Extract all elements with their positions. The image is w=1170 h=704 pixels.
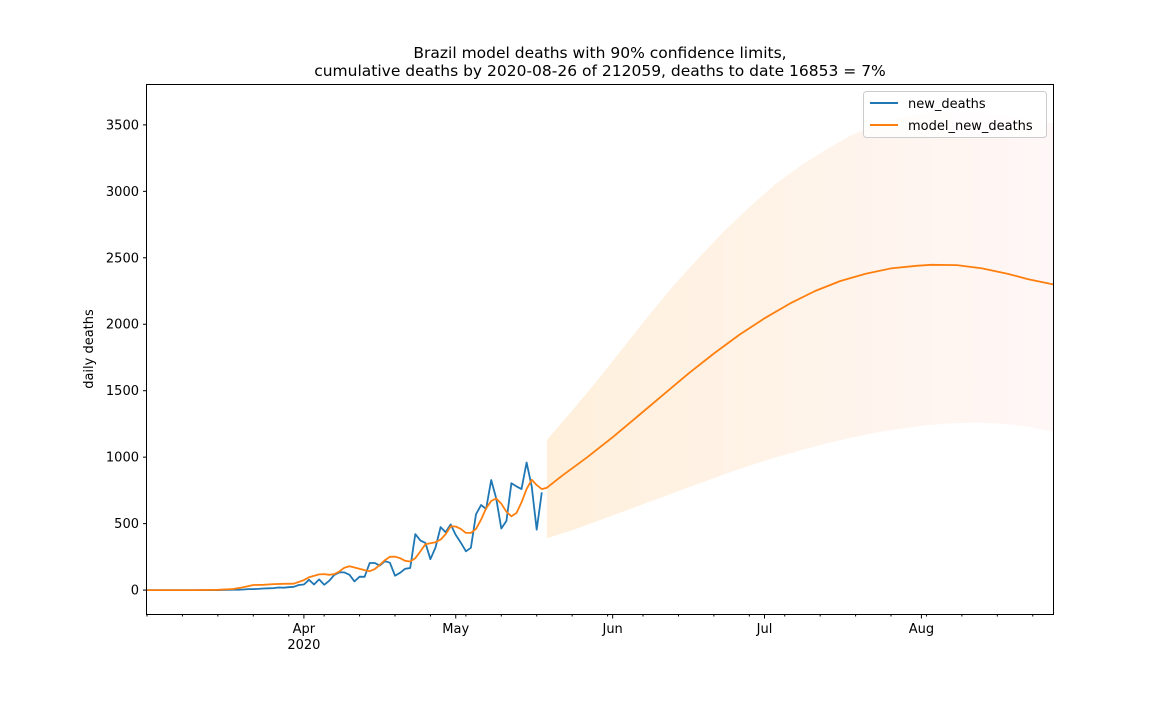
y-axis: 0 500 1000 1500 2000 2500 3000 3500 bbox=[106, 118, 147, 599]
y-axis-label: daily deaths bbox=[82, 309, 97, 389]
y-tick-label-2000: 2000 bbox=[106, 318, 139, 333]
y-tick-label-1000: 1000 bbox=[106, 451, 139, 466]
y-tick-label-3500: 3500 bbox=[106, 118, 139, 133]
legend: new_deaths model_new_deaths bbox=[863, 91, 1047, 138]
legend-label-new-deaths: new_deaths bbox=[908, 97, 986, 112]
x-tick-label-apr: Apr bbox=[293, 622, 316, 637]
y-tick-label-0: 0 bbox=[131, 584, 139, 599]
chart-title-line-1: Brazil model deaths with 90% confidence … bbox=[413, 44, 786, 62]
legend-box bbox=[863, 91, 1047, 138]
confidence-band-layer bbox=[546, 111, 1053, 539]
chart-title-line-2: cumulative deaths by 2020-08-26 of 21205… bbox=[314, 62, 886, 80]
legend-label-model-new-deaths: model_new_deaths bbox=[908, 119, 1033, 134]
y-tick-label-1500: 1500 bbox=[106, 384, 139, 399]
x-tick-label-jul: Jul bbox=[756, 622, 773, 637]
series-layer bbox=[147, 263, 1054, 591]
series-line-model-new-deaths bbox=[147, 263, 1054, 591]
plot-frame bbox=[146, 84, 1054, 615]
x-tick-label-may: May bbox=[442, 622, 469, 637]
x-tick-label-jun: Jun bbox=[601, 622, 622, 637]
y-tick-label-2500: 2500 bbox=[106, 251, 139, 266]
y-tick-label-500: 500 bbox=[114, 517, 139, 532]
series-line-new-deaths bbox=[147, 461, 543, 591]
y-tick-label-3000: 3000 bbox=[106, 185, 139, 200]
x-tick-label-aug: Aug bbox=[909, 622, 934, 637]
confidence-band bbox=[546, 111, 1053, 539]
x-tick-sublabel-year: 2020 bbox=[287, 638, 320, 653]
